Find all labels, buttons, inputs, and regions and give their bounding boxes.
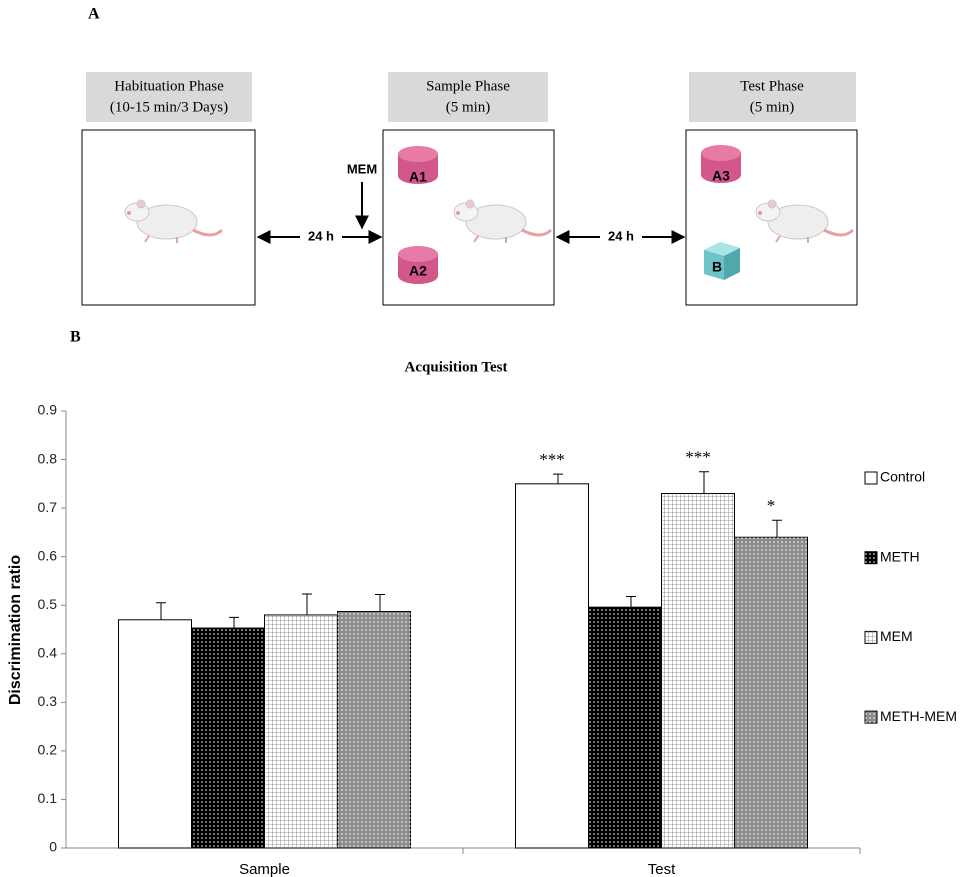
phase-title: Test Phase <box>740 78 804 94</box>
significance-label: *** <box>539 450 565 469</box>
y-tick-label: 0.3 <box>38 693 58 709</box>
y-tick-label: 0.2 <box>38 742 58 758</box>
phase-header <box>86 72 252 122</box>
object-label: B <box>712 259 722 275</box>
x-tick-label: Sample <box>239 861 290 877</box>
object-label: A2 <box>409 263 427 279</box>
error-bar <box>626 595 636 608</box>
error-bar <box>553 473 563 484</box>
legend-label: METH <box>880 548 920 564</box>
error-bar <box>302 593 312 615</box>
y-tick-label: 0 <box>49 839 57 855</box>
phase-duration: (5 min) <box>446 99 491 115</box>
treatment-label: MEM <box>347 161 377 176</box>
phase-title: Habituation Phase <box>114 78 224 94</box>
error-bar <box>229 616 239 629</box>
bar <box>661 493 735 849</box>
legend-label: METH-MEM <box>880 708 957 724</box>
object-label: A3 <box>712 168 730 184</box>
y-tick-label: 0.5 <box>38 596 58 612</box>
y-tick-label: 0.4 <box>38 644 58 660</box>
error-bar <box>772 519 782 538</box>
interval-label: 24 h <box>608 228 634 243</box>
phase-duration: (5 min) <box>750 99 795 115</box>
y-tick-label: 0.1 <box>38 790 58 806</box>
phase-header <box>689 72 856 122</box>
phase-title: Sample Phase <box>426 78 510 94</box>
panel-label: B <box>70 329 81 346</box>
legend-swatch <box>864 630 878 644</box>
y-tick-label: 0.7 <box>38 499 58 515</box>
significance-label: * <box>767 496 776 515</box>
legend-label: Control <box>880 469 925 485</box>
bar <box>191 627 265 849</box>
legend-swatch <box>864 551 878 565</box>
error-bar <box>156 602 166 620</box>
legend-swatch <box>864 710 878 724</box>
interval-label: 24 h <box>308 228 334 243</box>
phase-duration: (10-15 min/3 Days) <box>110 99 228 115</box>
bar <box>337 611 411 849</box>
y-axis-label: Discrimination ratio <box>7 555 24 705</box>
bar <box>734 536 808 849</box>
y-tick-label: 0.9 <box>38 402 58 418</box>
arena <box>81 129 256 306</box>
chart-title: Acquisition Test <box>405 359 508 375</box>
phase-header <box>388 72 548 122</box>
error-bar <box>699 471 709 494</box>
y-tick-label: 0.8 <box>38 450 58 466</box>
x-tick-label: Test <box>648 861 676 877</box>
bar <box>264 614 338 849</box>
error-bar <box>375 594 385 612</box>
legend-label: MEM <box>880 628 913 644</box>
panel-label: A <box>88 6 100 23</box>
object-label: A1 <box>409 169 427 185</box>
y-tick-label: 0.6 <box>38 547 58 563</box>
legend-swatch <box>864 471 878 485</box>
bar <box>118 619 192 849</box>
bar <box>515 483 589 849</box>
significance-label: *** <box>685 448 711 467</box>
bar <box>588 606 662 849</box>
